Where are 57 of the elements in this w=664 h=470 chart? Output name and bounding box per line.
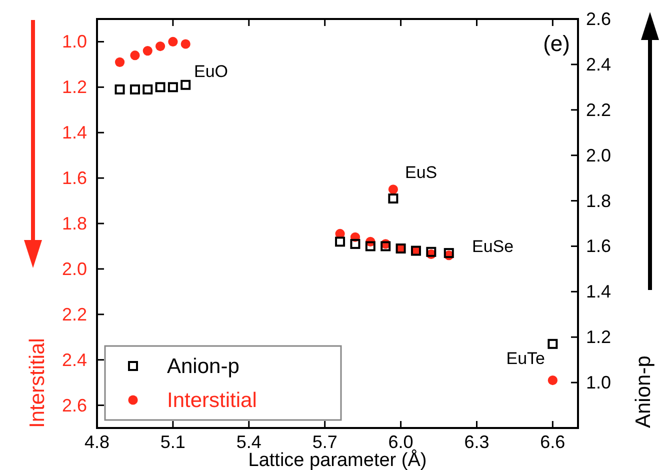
point <box>426 246 436 257</box>
y2-tick-label: 2.0 <box>586 145 612 166</box>
y2-tick-label: 1.2 <box>586 327 612 348</box>
y-tick-label: 2.2 <box>62 304 87 324</box>
y2-tick-label: 1.6 <box>586 236 612 256</box>
y2-tick-label: 1.4 <box>586 282 612 302</box>
y-tick-label: 2.4 <box>62 350 87 370</box>
x-tick-label: 5.4 <box>236 432 262 452</box>
point <box>335 236 346 247</box>
point <box>548 375 558 386</box>
y2-tick-label: 1.8 <box>586 190 612 211</box>
point <box>388 184 398 194</box>
x-tick-label: 6.3 <box>464 432 490 452</box>
annotation: EuO <box>194 62 228 81</box>
y2-tick-label: 2.4 <box>586 54 612 74</box>
annotation: (e) <box>543 31 570 56</box>
point <box>168 36 178 47</box>
point <box>168 82 178 92</box>
y2-tick-label: 1.0 <box>586 372 612 393</box>
point <box>365 241 376 252</box>
point <box>155 82 166 92</box>
point <box>142 46 152 56</box>
y2-tick-label: 2.2 <box>586 100 612 120</box>
legend-label: Interstitial <box>167 389 257 412</box>
point <box>114 57 125 67</box>
point <box>380 241 391 252</box>
y-tick-label: 1.0 <box>62 32 87 52</box>
y-tick-label: 1.8 <box>62 214 87 234</box>
y-tick-label: 1.4 <box>62 122 87 143</box>
legend-label: Anion-p <box>167 355 240 378</box>
y-tick-label: 1.2 <box>62 77 87 98</box>
annotation: EuSe <box>472 237 514 256</box>
point <box>130 50 140 60</box>
point <box>130 84 140 94</box>
y-tick-label: 1.6 <box>62 168 87 188</box>
annotation: EuTe <box>506 349 545 368</box>
x-tick-label: 5.7 <box>312 432 338 452</box>
point <box>444 248 454 258</box>
annotation: EuS <box>405 163 438 182</box>
x-tick-label: 6.0 <box>388 432 414 452</box>
y2-axis-title: Anion-p <box>632 356 655 428</box>
point <box>155 41 166 52</box>
x-tick-label: 6.6 <box>540 432 566 452</box>
x-tick-label: 5.1 <box>160 432 186 452</box>
point <box>142 84 153 94</box>
point <box>180 80 191 90</box>
y-tick-label: 2.6 <box>62 395 87 416</box>
point <box>180 39 190 49</box>
y-tick-label: 2.0 <box>62 258 87 279</box>
x-axis-title: Lattice parameter (Å) <box>248 449 427 470</box>
x-tick-label: 4.8 <box>84 432 110 452</box>
point <box>548 338 558 349</box>
point <box>114 84 125 94</box>
point <box>388 194 398 204</box>
point <box>350 238 360 249</box>
y-axis-title: Interstitial <box>26 338 49 428</box>
y2-tick-label: 2.6 <box>586 9 612 29</box>
